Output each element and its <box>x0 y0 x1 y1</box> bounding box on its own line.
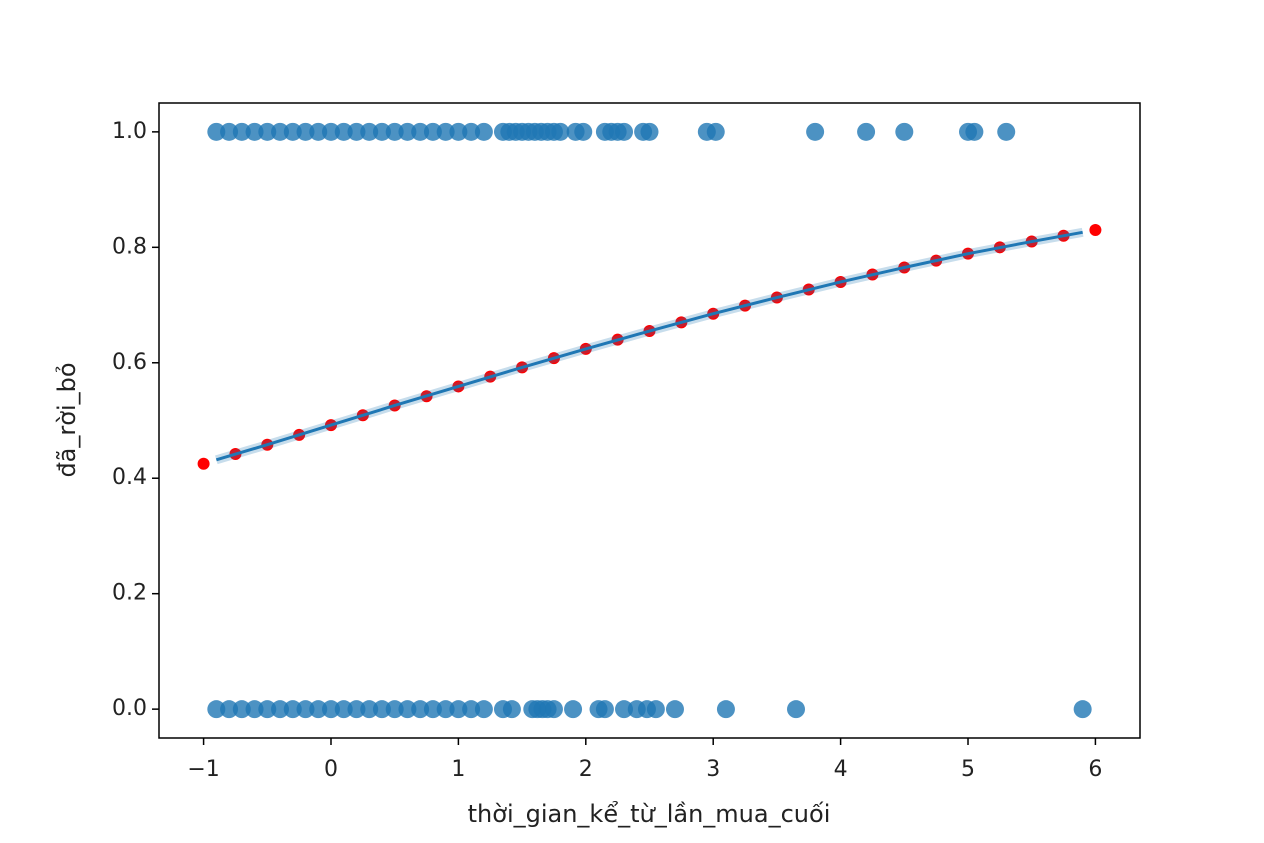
scatter-point <box>787 700 806 719</box>
scatter-point <box>271 122 290 141</box>
regression-line <box>215 230 1083 462</box>
y-tick-label: 0.4 <box>112 465 147 490</box>
scatter-point <box>398 700 417 719</box>
scatter-point <box>283 122 302 141</box>
axes-frame <box>158 102 1141 739</box>
scatter-point <box>398 122 417 141</box>
scatter-point <box>232 122 251 141</box>
scatter-point <box>347 700 366 719</box>
scatter-point <box>372 122 391 141</box>
x-tick-label: 1 <box>451 757 465 782</box>
scatter-point <box>997 122 1016 141</box>
predicted-point <box>197 457 210 470</box>
scatter-point <box>615 122 634 141</box>
scatter-point <box>271 700 290 719</box>
scatter-point <box>665 700 684 719</box>
scatter-point <box>706 122 725 141</box>
scatter-point <box>207 700 226 719</box>
scatter-point <box>502 700 521 719</box>
predicted-point <box>1089 224 1102 236</box>
scatter-point <box>423 700 442 719</box>
x-tick-label: 0 <box>324 757 338 782</box>
scatter-point <box>1073 700 1092 719</box>
scatter-point <box>646 700 665 719</box>
scatter-point <box>895 122 914 141</box>
scatter-point <box>245 700 264 719</box>
x-tick-label: 3 <box>706 757 720 782</box>
scatter-point <box>321 122 340 141</box>
scatter-point <box>411 122 430 141</box>
scatter-point <box>309 122 328 141</box>
x-axis-label: thời_gian_kể_từ_lần_mua_cuối <box>468 800 831 828</box>
scatter-point <box>245 122 264 141</box>
scatter-point <box>258 700 277 719</box>
scatter-point <box>385 122 404 141</box>
scatter-point <box>806 122 825 141</box>
y-axis-label: đã_rời_bỏ <box>53 362 81 477</box>
scatter-point <box>551 122 570 141</box>
scatter-point <box>385 700 404 719</box>
scatter-point <box>436 700 455 719</box>
scatter-point <box>360 700 379 719</box>
scatter-point <box>372 700 391 719</box>
scatter-point <box>595 700 614 719</box>
scatter-point <box>449 122 468 141</box>
scatter-point <box>449 700 468 719</box>
scatter-point <box>640 122 659 141</box>
scatter-point <box>544 700 563 719</box>
y-tick-label: 0.8 <box>112 234 147 259</box>
scatter-point <box>615 700 634 719</box>
scatter-point <box>309 700 328 719</box>
scatter-point <box>965 122 984 141</box>
scatter-point <box>321 700 340 719</box>
scatter-point <box>574 122 593 141</box>
x-tick-label: −1 <box>187 757 219 782</box>
scatter-point <box>232 700 251 719</box>
scatter-point <box>474 700 493 719</box>
scatter-point <box>564 700 583 719</box>
x-tick-label: 6 <box>1088 757 1102 782</box>
scatter-point <box>474 122 493 141</box>
scatter-point <box>423 122 442 141</box>
x-tick-label: 2 <box>579 757 593 782</box>
y-tick-label: 0.6 <box>112 350 147 375</box>
y-tick-label: 1.0 <box>112 119 147 144</box>
y-tick-label: 0.2 <box>112 581 147 606</box>
scatter-point <box>411 700 430 719</box>
scatter-point <box>220 700 239 719</box>
plot-area <box>197 122 1102 719</box>
scatter-point <box>296 122 315 141</box>
scatter-point <box>716 700 735 719</box>
scatter-point <box>436 122 455 141</box>
scatter-point <box>462 700 481 719</box>
scatter-point <box>220 122 239 141</box>
scatter-point <box>258 122 277 141</box>
scatter-point <box>347 122 366 141</box>
scatter-point <box>207 122 226 141</box>
y-tick-label: 0.0 <box>112 696 147 721</box>
scatter-point <box>334 122 353 141</box>
scatter-point <box>334 700 353 719</box>
scatter-point <box>360 122 379 141</box>
x-tick-label: 5 <box>961 757 975 782</box>
scatter-point <box>462 122 481 141</box>
scatter-point <box>296 700 315 719</box>
scatter-point <box>283 700 302 719</box>
scatter-point <box>857 122 876 141</box>
x-tick-label: 4 <box>834 757 848 782</box>
